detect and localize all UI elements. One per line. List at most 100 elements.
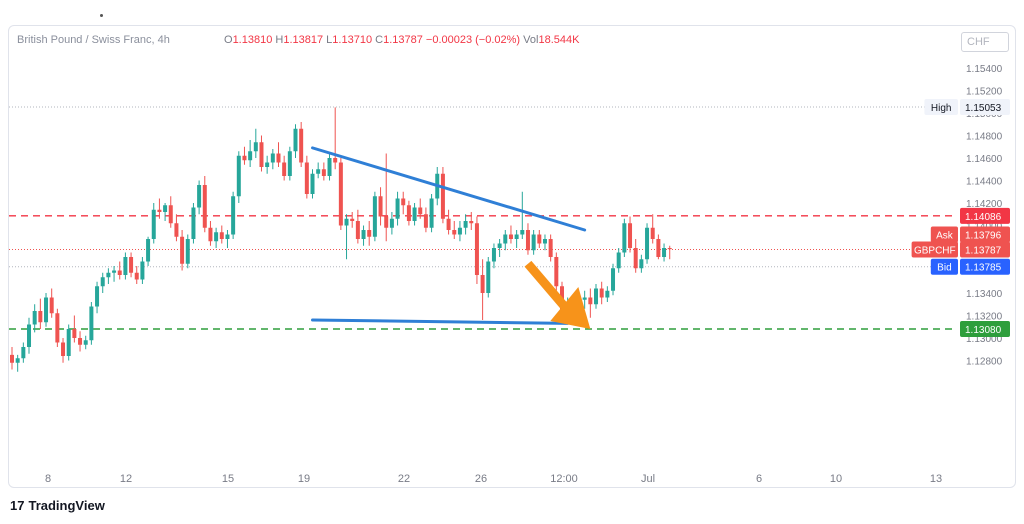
candle-body (259, 142, 264, 167)
y-tick-label: 1.13200 (966, 312, 1003, 323)
candle-body (95, 286, 100, 307)
candle-body (316, 169, 321, 174)
tradingview-logo-icon: 17 (10, 498, 25, 513)
candle-body (78, 338, 83, 345)
candle-body (236, 155, 241, 197)
x-tick-label: 10 (830, 473, 842, 485)
symbol-title[interactable]: British Pound / Swiss Franc, 4h (17, 34, 170, 46)
candle-body (225, 234, 230, 239)
y-tick-label: 1.12800 (966, 357, 1003, 368)
candle-body (667, 248, 672, 250)
y-tick-label: 1.15400 (966, 64, 1003, 75)
x-tick-label: 12:00 (550, 473, 578, 485)
x-tick-label: 13 (930, 473, 942, 485)
candle-body (497, 243, 502, 248)
candle-body (231, 196, 236, 235)
x-tick-label: 12 (120, 473, 132, 485)
open-value: 1.13810 (232, 34, 273, 46)
brand-name: TradingView (28, 498, 105, 513)
candle-body (219, 232, 224, 239)
x-tick-label: 19 (298, 473, 310, 485)
price-tag-box (930, 258, 958, 275)
candle-body (514, 234, 519, 239)
candle-body (480, 275, 485, 293)
low-label: L (326, 34, 333, 46)
volume-value: 18.544K (538, 34, 580, 46)
candle-body (389, 218, 394, 228)
candle-body (452, 230, 457, 235)
candle-body (72, 329, 77, 338)
candle-body (248, 151, 253, 161)
price-label-box (960, 207, 1010, 224)
candle-body (616, 252, 621, 269)
chart-frame (8, 25, 1016, 488)
candle-body (106, 272, 111, 278)
candle-body (508, 234, 513, 239)
candle-body (265, 162, 270, 167)
candle-body (440, 173, 445, 219)
candle-body (355, 221, 360, 239)
candle-body (134, 272, 139, 280)
candle-body (656, 239, 661, 257)
candle-body (140, 261, 145, 280)
candle-body (650, 227, 655, 239)
candle-body (27, 324, 32, 347)
currency-selector[interactable]: CHF (961, 32, 1009, 52)
price-tag-label: Ask (936, 230, 954, 241)
price-tag-label: GBPCHF (914, 245, 956, 256)
price-chart[interactable]: 1.154001.152001.150001.148001.146001.144… (0, 0, 1024, 490)
candle-body (338, 162, 343, 226)
candle-body (554, 257, 559, 287)
candle-body (333, 158, 338, 163)
price-label-box (960, 258, 1010, 275)
price-tag-box (930, 226, 958, 243)
candle-body (525, 230, 530, 251)
change-value: −0.00023 (−0.02%) (425, 34, 521, 46)
candle-body (344, 218, 349, 226)
x-tick-label: 6 (756, 473, 762, 485)
descending-trendline (311, 146, 587, 232)
price-tag-box (911, 241, 958, 258)
candle-body (384, 216, 389, 228)
candle-body (191, 207, 196, 239)
x-tick-label: 8 (45, 473, 51, 485)
candle-body (123, 257, 128, 275)
menu-dot (100, 14, 103, 17)
candle-body (418, 207, 423, 215)
candle-body (168, 205, 173, 224)
x-tick-label: 22 (398, 473, 410, 485)
candle-body (202, 185, 207, 228)
ohlc-legend: O1.13810 H1.13817 L1.13710 C1.13787 −0.0… (224, 34, 579, 46)
candle-body (611, 268, 616, 291)
candle-body (100, 277, 105, 287)
candle-body (446, 218, 451, 230)
candle-body (174, 223, 179, 237)
candle-body (197, 185, 202, 208)
close-value: 1.13787 (383, 34, 423, 46)
open-label: O (224, 34, 233, 46)
candle-body (406, 205, 411, 221)
candle-body (32, 311, 37, 325)
y-tick-label: 1.14600 (966, 154, 1003, 165)
close-label: C (375, 34, 384, 46)
candle-body (367, 230, 372, 237)
candle-body (594, 288, 599, 305)
tradingview-logo[interactable]: 17 TradingView (10, 498, 105, 513)
candle-body (457, 227, 462, 235)
candle-body (44, 297, 49, 323)
price-label-value: 1.13796 (965, 230, 1002, 241)
candle-body (542, 239, 547, 244)
candle-body (491, 248, 496, 262)
candle-body (463, 221, 468, 228)
candle-body (66, 329, 71, 356)
candle-body (310, 173, 315, 194)
candle-body (412, 207, 417, 221)
candle-body (61, 342, 66, 356)
candle-body (372, 196, 377, 237)
candle-body (38, 311, 43, 323)
candle-body (605, 290, 610, 298)
x-tick-label: 26 (475, 473, 487, 485)
candle-body (287, 151, 292, 176)
candle-body (276, 153, 281, 163)
price-label-value: 1.13080 (965, 325, 1002, 336)
